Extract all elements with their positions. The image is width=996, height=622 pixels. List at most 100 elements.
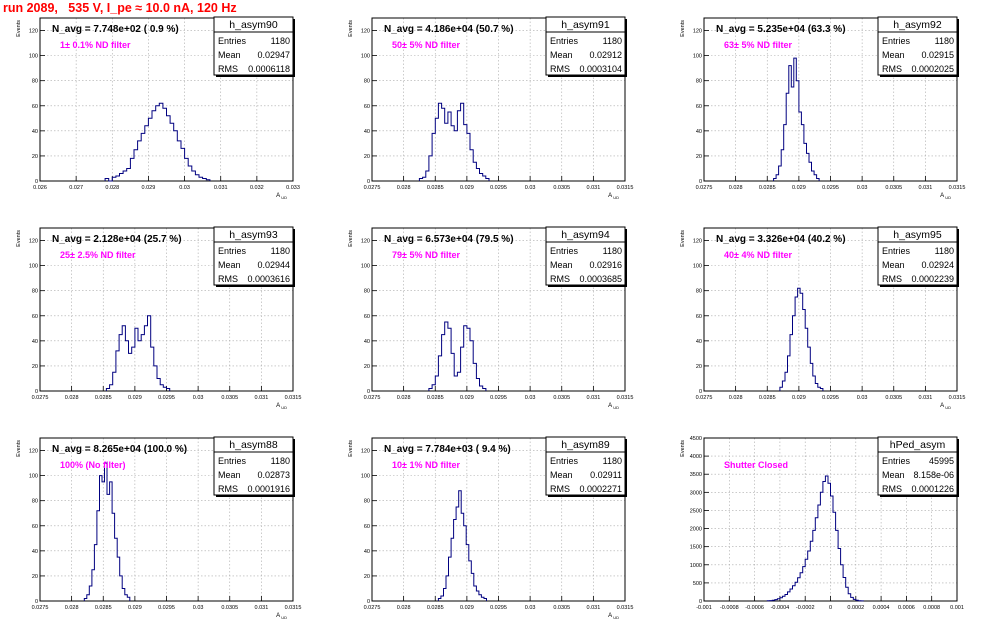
x-tick-label: 0.001 xyxy=(950,605,964,611)
x-tick-label: 0.0315 xyxy=(949,395,966,401)
histogram-line xyxy=(104,102,211,182)
stats-label-entries: Entries xyxy=(550,36,579,46)
y-tick-label: 40 xyxy=(696,129,702,135)
histogram-line xyxy=(105,315,171,391)
y-axis-title: Events xyxy=(680,20,686,37)
filter-annotation: 10± 1% ND filter xyxy=(392,460,460,470)
stats-value-entries: 1180 xyxy=(935,36,954,46)
stats-box: h_asym94 Entries 1180 Mean 0.02916 RMS 0.00036… xyxy=(545,226,627,287)
histogram-line xyxy=(766,475,864,602)
x-tick-label: 0.0008 xyxy=(923,605,940,611)
y-tick-label: 100 xyxy=(29,54,38,60)
stats-box: h_asym95 Entries 1180 Mean 0.02924 RMS 0.00022… xyxy=(877,226,959,287)
stats-label-rms: RMS xyxy=(550,274,570,284)
stats-box: hPed_asym Entries 45995 Mean 8.158e-06 RMS 0.0… xyxy=(877,436,959,497)
y-tick-label: 80 xyxy=(364,79,370,85)
x-tick-label: -0.001 xyxy=(696,605,712,611)
y-tick-label: 2500 xyxy=(690,508,702,514)
x-axis-title: A UD xyxy=(608,403,619,410)
y-tick-label: 60 xyxy=(364,524,370,530)
y-tick-label: 120 xyxy=(361,239,370,245)
y-tick-label: 80 xyxy=(32,79,38,85)
x-tick-label: 0.029 xyxy=(128,605,142,611)
x-tick-label: 0.029 xyxy=(792,185,806,191)
y-tick-label: 20 xyxy=(32,154,38,160)
stats-name: h_asym91 xyxy=(561,19,610,31)
histogram-panel-h_asym90: 0.026 0.027 0.028 0.029 0.03 0.031 0.032 0.033 0… xyxy=(16,16,300,200)
x-tick-label: 0.029 xyxy=(460,185,474,191)
stats-value-mean: 0.02873 xyxy=(257,470,290,480)
histogram-title: N_avg = 8.265e+04 (100.0 %) xyxy=(52,444,187,455)
y-tick-label: 100 xyxy=(29,474,38,480)
stats-label-rms: RMS xyxy=(550,484,570,494)
y-tick-label: 3000 xyxy=(690,490,702,496)
stats-label-mean: Mean xyxy=(882,260,905,270)
x-tick-label: 0.028 xyxy=(729,185,743,191)
stats-name: h_asym90 xyxy=(229,19,278,31)
x-tick-label: 0.028 xyxy=(729,395,743,401)
x-tick-label: 0.031 xyxy=(214,185,228,191)
x-tick-label: 0.0285 xyxy=(759,185,776,191)
histogram-line xyxy=(83,462,131,601)
y-tick-label: 100 xyxy=(361,474,370,480)
y-tick-label: 80 xyxy=(364,289,370,295)
y-tick-label: 0 xyxy=(699,389,702,395)
x-tick-label: 0 xyxy=(829,605,832,611)
y-tick-label: 40 xyxy=(32,339,38,345)
x-tick-label: 0.0006 xyxy=(898,605,915,611)
x-tick-label: -0.0008 xyxy=(720,605,739,611)
x-tick-label: 0.029 xyxy=(460,605,474,611)
x-tick-label: 0.0285 xyxy=(95,605,112,611)
y-tick-label: 20 xyxy=(364,364,370,370)
y-tick-label: 20 xyxy=(696,154,702,160)
y-axis-title: Events xyxy=(16,20,22,37)
x-tick-label: 0.0305 xyxy=(553,395,570,401)
x-tick-label: 0.0285 xyxy=(95,395,112,401)
y-tick-label: 80 xyxy=(696,289,702,295)
x-axis-title: A UD xyxy=(276,193,287,200)
stats-value-mean: 0.02944 xyxy=(257,260,290,270)
stats-value-entries: 1180 xyxy=(271,246,290,256)
histogram-title: N_avg = 4.186e+04 (50.7 %) xyxy=(384,24,514,35)
stats-name: h_asym88 xyxy=(229,439,278,451)
x-tick-label: 0.028 xyxy=(105,185,119,191)
y-tick-label: 100 xyxy=(361,54,370,60)
x-tick-label: 0.031 xyxy=(254,395,268,401)
stats-value-rms: 0.0001226 xyxy=(911,484,954,494)
y-axis-title: Events xyxy=(680,440,686,457)
y-tick-label: 60 xyxy=(32,314,38,320)
y-tick-label: 0 xyxy=(699,599,702,605)
x-axis-title: A UD xyxy=(276,403,287,410)
histogram-title: N_avg = 7.784e+03 ( 9.4 %) xyxy=(384,444,511,455)
stats-label-entries: Entries xyxy=(882,246,911,256)
x-tick-label: 0.0295 xyxy=(158,395,175,401)
stats-label-rms: RMS xyxy=(882,484,902,494)
stats-label-mean: Mean xyxy=(550,260,573,270)
filter-annotation: 40± 4% ND filter xyxy=(724,250,792,260)
y-tick-label: 120 xyxy=(29,29,38,35)
histogram-line xyxy=(418,102,490,181)
stats-name: hPed_asym xyxy=(890,439,946,451)
x-tick-label: 0.031 xyxy=(254,605,268,611)
stats-label-entries: Entries xyxy=(550,246,579,256)
x-tick-label: 0.0285 xyxy=(427,185,444,191)
x-tick-label: 0.03 xyxy=(525,395,536,401)
filter-annotation: 63± 5% ND filter xyxy=(724,40,792,50)
stats-name: h_asym95 xyxy=(893,229,942,241)
y-tick-label: 40 xyxy=(32,549,38,555)
stats-value-mean: 0.02916 xyxy=(589,260,622,270)
histogram-panel-h_asym92: 0.0275 0.028 0.0285 0.029 0.0295 0.03 0.0305 0.… xyxy=(680,16,965,200)
x-tick-label: 0.032 xyxy=(250,185,264,191)
y-axis-title: Events xyxy=(348,440,354,457)
histogram-panel-h_asym95: 0.0275 0.028 0.0285 0.029 0.0295 0.03 0.0305 0.… xyxy=(680,226,966,410)
x-tick-label: 0.031 xyxy=(586,605,600,611)
x-tick-label: 0.0285 xyxy=(427,395,444,401)
y-tick-label: 80 xyxy=(364,499,370,505)
x-tick-label: 0.0305 xyxy=(553,185,570,191)
histogram-panel-h_asym89: 0.0275 0.028 0.0285 0.029 0.0295 0.03 0.0305 0.… xyxy=(348,436,633,620)
stats-value-entries: 1180 xyxy=(603,246,622,256)
y-tick-label: 60 xyxy=(32,104,38,110)
y-tick-label: 0 xyxy=(35,599,38,605)
y-tick-label: 0 xyxy=(35,389,38,395)
